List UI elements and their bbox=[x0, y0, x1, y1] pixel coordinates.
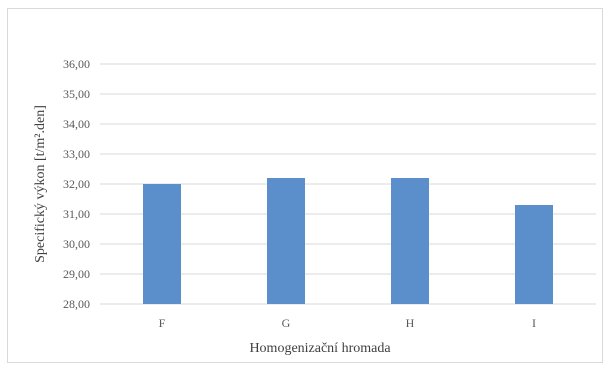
y-tick-label: 36,00 bbox=[63, 57, 90, 71]
y-tick-label: 34,00 bbox=[63, 117, 90, 131]
bars bbox=[143, 178, 553, 304]
bar-I bbox=[515, 205, 553, 304]
x-tick-label-F: F bbox=[159, 316, 166, 330]
y-tick-label: 30,00 bbox=[63, 237, 90, 251]
bar-F bbox=[143, 184, 181, 304]
y-tick-label: 32,00 bbox=[63, 177, 90, 191]
x-tick-label-G: G bbox=[282, 316, 291, 330]
y-tick-labels: 28,00 29,00 30,00 31,00 32,00 33,00 34,00 35,00… bbox=[63, 57, 90, 311]
y-axis-title: Specifický výkon [t/m².den] bbox=[33, 105, 48, 263]
x-tick-label-I: I bbox=[532, 316, 536, 330]
y-tick-label: 29,00 bbox=[63, 267, 90, 281]
x-tick-label-H: H bbox=[406, 316, 415, 330]
y-tick-label: 33,00 bbox=[63, 147, 90, 161]
y-tick-label: 28,00 bbox=[63, 297, 90, 311]
gridlines bbox=[100, 63, 596, 305]
bar-G bbox=[267, 178, 305, 304]
y-tick-label: 35,00 bbox=[63, 87, 90, 101]
y-tick-label: 31,00 bbox=[63, 207, 90, 221]
bar-H bbox=[391, 178, 429, 304]
x-axis-title: Homogenizační hromada bbox=[249, 341, 391, 356]
x-tick-labels: F G H I bbox=[159, 316, 536, 330]
